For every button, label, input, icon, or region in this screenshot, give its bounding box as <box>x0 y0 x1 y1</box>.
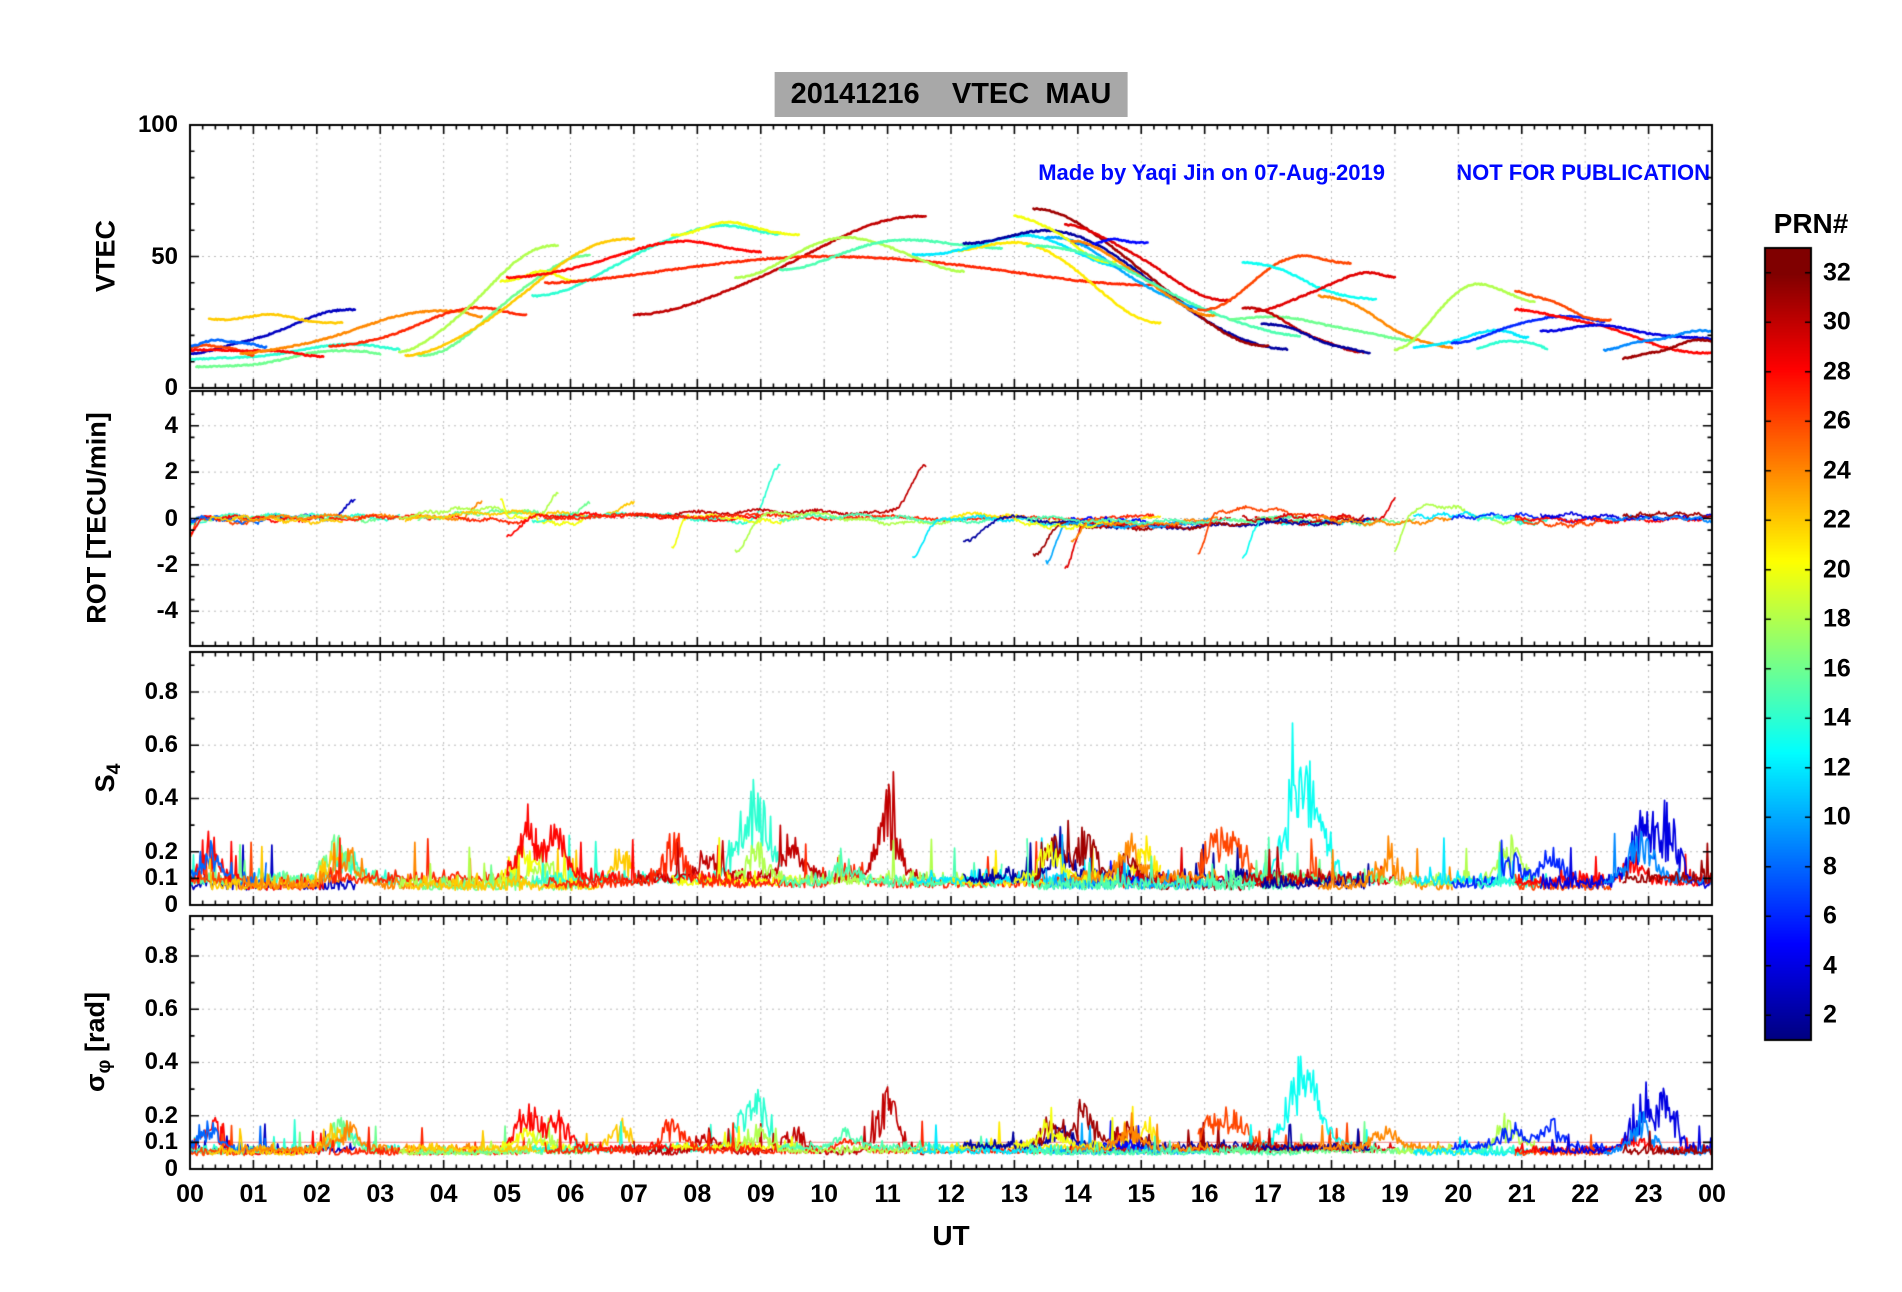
x-tick-label: 10 <box>810 1180 839 1208</box>
rot-panel <box>187 388 1715 649</box>
y-tick-label: 0 <box>164 1155 178 1182</box>
y-tick-label: 0 <box>164 891 178 918</box>
x-tick-label: 14 <box>1063 1180 1092 1208</box>
y-tick-label: 0.8 <box>144 941 178 969</box>
colorbar-tick-label: 26 <box>1823 406 1851 435</box>
colorbar-tick-label: 14 <box>1823 703 1851 732</box>
x-tick-label: 07 <box>620 1180 648 1208</box>
y-tick-label: 50 <box>151 242 178 270</box>
s4-label-main: S <box>89 774 120 793</box>
sigma-label-unit: [rad] <box>79 992 110 1060</box>
chart-title: 20141216 VTEC MAU <box>774 72 1128 117</box>
colorbar-tick-label: 4 <box>1823 951 1837 980</box>
x-tick-label: 12 <box>937 1180 965 1208</box>
x-tick-label: 17 <box>1254 1180 1282 1208</box>
colorbar-tick-label: 28 <box>1823 357 1851 386</box>
sigma-label-main: σ <box>79 1073 110 1092</box>
x-tick-label: 02 <box>302 1180 331 1208</box>
y-tick-label: -2 <box>156 550 178 578</box>
colorbar-tick-label: 20 <box>1823 555 1851 584</box>
y-tick-label: 0 <box>164 504 178 532</box>
x-tick-label: 18 <box>1317 1180 1346 1208</box>
rot-axis-label: ROT [TECU/min] <box>81 412 112 624</box>
x-tick-label: 22 <box>1571 1180 1600 1208</box>
x-tick-label: 21 <box>1507 1180 1536 1208</box>
y-tick-label: 0.8 <box>144 677 178 705</box>
vtec-axis-label: VTEC <box>90 219 121 293</box>
x-tick-label: 04 <box>429 1180 458 1208</box>
colorbar-tick-label: 16 <box>1823 654 1851 683</box>
y-tick-label: 2 <box>164 458 178 486</box>
x-axis-label: UT <box>932 1220 970 1251</box>
vtec-panel <box>187 122 1715 391</box>
colorbar <box>1763 246 1813 1042</box>
y-tick-label: 0.6 <box>144 731 178 759</box>
y-tick-label: 0.2 <box>144 837 178 865</box>
s4-panel <box>187 649 1715 908</box>
colorbar-tick-label: 32 <box>1823 258 1851 287</box>
colorbar-tick-label: 18 <box>1823 604 1851 633</box>
s4-axis-label: S4 <box>90 764 126 793</box>
colorbar-tick-label: 30 <box>1823 307 1851 336</box>
y-tick-label: 0.4 <box>144 1048 178 1076</box>
colorbar-tick-label: 22 <box>1823 505 1851 534</box>
x-tick-label: 06 <box>556 1180 585 1208</box>
colorbar-tick-label: 24 <box>1823 456 1851 485</box>
y-tick-label: 0.1 <box>144 864 178 892</box>
colorbar-tick-label: 10 <box>1823 802 1851 831</box>
sigma-label-sub: φ <box>93 1059 116 1074</box>
colorbar-tick-label: 12 <box>1823 753 1851 782</box>
x-tick-label: 09 <box>746 1180 775 1208</box>
y-tick-label: 0.4 <box>144 784 178 812</box>
x-tick-label: 23 <box>1634 1180 1663 1208</box>
x-tick-label: 00 <box>176 1180 204 1208</box>
y-tick-label: 0.1 <box>144 1128 178 1156</box>
x-tick-label: 05 <box>493 1180 521 1208</box>
x-tick-label: 00 <box>1698 1180 1726 1208</box>
sigma-phi-axis-label: σφ [rad] <box>80 992 116 1092</box>
y-tick-label: -4 <box>156 597 178 625</box>
colorbar-tick-label: 2 <box>1823 1000 1837 1029</box>
colorbar-tick-label: 8 <box>1823 852 1837 881</box>
x-tick-label: 03 <box>366 1180 395 1208</box>
colorbar-title: PRN# <box>1773 208 1849 239</box>
y-tick-label: 0 <box>164 374 178 401</box>
colorbar-tick-label: 6 <box>1823 901 1837 930</box>
x-tick-label: 13 <box>1000 1180 1029 1208</box>
y-tick-label: 100 <box>137 111 178 138</box>
x-tick-label: 20 <box>1444 1180 1473 1208</box>
sigma-phi-panel <box>187 913 1715 1172</box>
x-tick-label: 01 <box>239 1180 268 1208</box>
y-tick-label: 4 <box>164 411 178 439</box>
x-tick-label: 11 <box>874 1180 901 1208</box>
x-tick-label: 16 <box>1190 1180 1219 1208</box>
y-tick-label: 0.2 <box>144 1101 178 1129</box>
x-tick-label: 08 <box>683 1180 712 1208</box>
x-tick-label: 19 <box>1381 1180 1409 1208</box>
s4-label-sub: 4 <box>103 763 126 775</box>
y-tick-label: 0.6 <box>144 995 178 1023</box>
x-tick-label: 15 <box>1127 1180 1156 1208</box>
